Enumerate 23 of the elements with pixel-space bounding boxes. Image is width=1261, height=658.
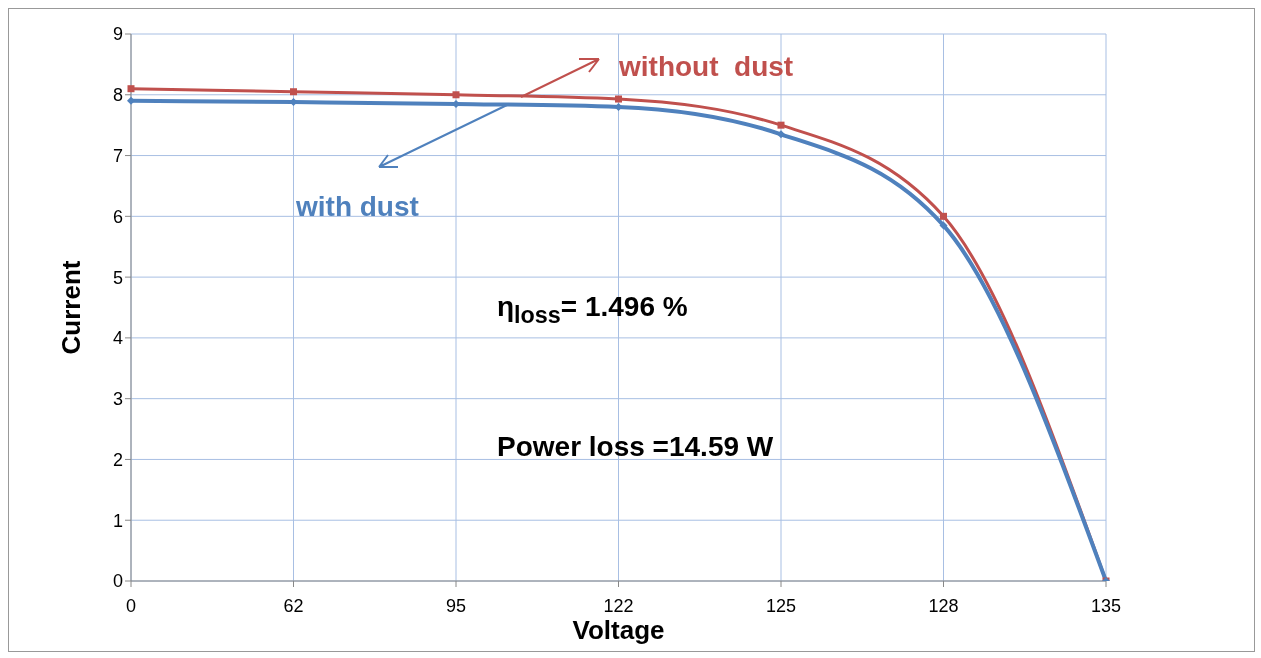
y-tick-label: 3: [112, 389, 123, 410]
y-axis-title: Current: [56, 260, 87, 355]
y-tick-label: 2: [112, 449, 123, 470]
y-tick-label: 0: [112, 571, 123, 592]
x-tick-label: 135: [1090, 595, 1122, 616]
y-tick-label: 8: [112, 85, 123, 106]
x-tick-label: 0: [125, 595, 137, 616]
y-tick-label: 4: [112, 328, 123, 349]
x-axis-title: Voltage: [572, 615, 665, 645]
legend-label: without dust: [619, 51, 794, 83]
y-tick-label: 7: [112, 145, 123, 166]
annotation: η$_{loss}$= 1.496 %: [497, 291, 688, 329]
x-tick-label: 62: [283, 595, 304, 616]
x-tick-label: 122: [603, 595, 634, 616]
y-tick-label: 5: [112, 267, 123, 288]
y-tick-label: 1: [112, 510, 123, 531]
text: with dust: [296, 191, 419, 223]
x-tick-label: 128: [928, 595, 959, 616]
y-tick-label: 6: [112, 206, 123, 227]
y-tick-label: 9: [112, 24, 123, 45]
annotation: Power loss =14.59 W: [497, 431, 774, 463]
x-tick-label: 125: [765, 595, 797, 616]
x-tick-label: 95: [445, 595, 467, 616]
